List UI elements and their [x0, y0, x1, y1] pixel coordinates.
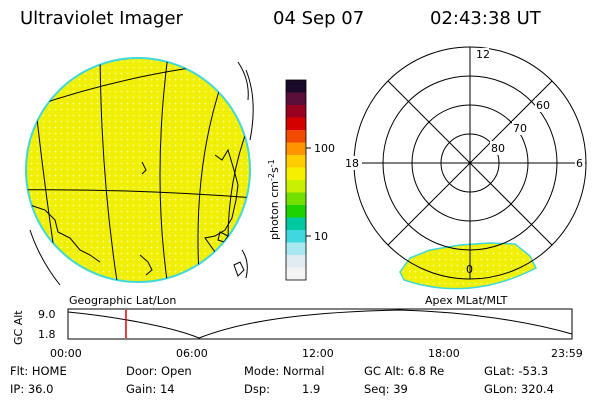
- mlt-label-12: 12: [476, 48, 490, 61]
- glat-info: GLat: -53.3: [484, 364, 549, 378]
- color-bar: [285, 79, 307, 281]
- mlat-label-80: 80: [491, 142, 505, 155]
- door-info: Door: Open: [126, 364, 192, 378]
- mlat-60-bg: [535, 98, 553, 112]
- color-bar-segment: [286, 105, 306, 118]
- earth-disk: [25, 57, 251, 283]
- ip-info: IP: 36.0: [10, 382, 54, 396]
- color-bar-segment: [286, 205, 306, 218]
- mlt-label-18: 18: [345, 157, 359, 170]
- mode-info: Mode: Normal: [244, 364, 325, 378]
- color-bar-segment: [286, 255, 306, 268]
- color-bar-segment: [286, 130, 306, 143]
- gc-alt-info: GC Alt: 6.8 Re: [364, 364, 445, 378]
- altitude-xtick-1: 06:00: [176, 347, 208, 360]
- altitude-xtick-3: 18:00: [428, 347, 460, 360]
- altitude-ytick-bottom: 1.8: [38, 328, 56, 341]
- flight-info: Flt: HOME: [10, 364, 67, 378]
- altitude-curve: [67, 309, 573, 339]
- lat-lon-grid-outside: [29, 61, 254, 286]
- color-bar-label-100: 100: [314, 142, 335, 155]
- altitude-xtick-4: 23:59: [551, 347, 583, 360]
- mlat-70-bg: [512, 121, 530, 135]
- dsp-value: 1.9: [302, 382, 321, 396]
- mlt-12-bg: [475, 48, 489, 61]
- time-label: 02:43:38 UT: [430, 8, 541, 29]
- seq-info: Seq: 39: [364, 382, 408, 396]
- date-label: 04 Sep 07: [273, 8, 365, 29]
- altitude-plot: [67, 308, 573, 340]
- color-bar-segment: [286, 117, 306, 131]
- color-bar-segment: [286, 142, 306, 156]
- color-bar-segment: [286, 192, 306, 206]
- color-bar-segment: [286, 242, 306, 256]
- mlt-label-0: 0: [466, 263, 473, 276]
- color-bar-segment: [286, 167, 306, 181]
- dsp-label: Dsp:: [244, 382, 271, 396]
- altitude-ytick-top: 9.0: [38, 308, 56, 321]
- altitude-ylabel: GC Alt: [12, 310, 25, 345]
- gain-info: Gain: 14: [126, 382, 175, 396]
- island-outline: [233, 261, 245, 277]
- mlat-label-60: 60: [536, 99, 550, 112]
- altitude-xtick-0: 00:00: [50, 347, 82, 360]
- altitude-xtick-2: 12:00: [302, 347, 334, 360]
- color-bar-segment: [286, 80, 306, 93]
- color-bar-segment: [286, 92, 306, 106]
- auroral-oval: [399, 242, 538, 290]
- color-bar-frame: [285, 79, 307, 281]
- mlt-line-diag2: [387, 80, 553, 246]
- polar-map: 12 18 6 0 60 70 80: [344, 46, 587, 290]
- color-bar-segment: [286, 217, 306, 231]
- geographic-label: Geographic Lat/Lon: [69, 294, 176, 307]
- color-bar-unit: photon cm-2s-1: [267, 159, 281, 240]
- color-bar-segment: [286, 267, 306, 281]
- color-bar-segment: [286, 180, 306, 193]
- altitude-plot-frame: [67, 308, 573, 340]
- mlt-18-bg: [344, 156, 362, 170]
- mlat-label-70: 70: [513, 122, 527, 135]
- color-bar-segment: [286, 230, 306, 243]
- instrument-title: Ultraviolet Imager: [20, 8, 183, 29]
- mlt-6-bg: [575, 156, 585, 170]
- glon-info: GLon: 320.4: [484, 382, 554, 396]
- mlt-label-6: 6: [576, 157, 583, 170]
- geographic-map: [25, 57, 254, 286]
- color-bar-label-10: 10: [314, 230, 328, 243]
- apex-label: Apex MLat/MLT: [425, 294, 508, 307]
- color-bar-segment: [286, 155, 306, 168]
- mlat-80-bg: [490, 141, 508, 155]
